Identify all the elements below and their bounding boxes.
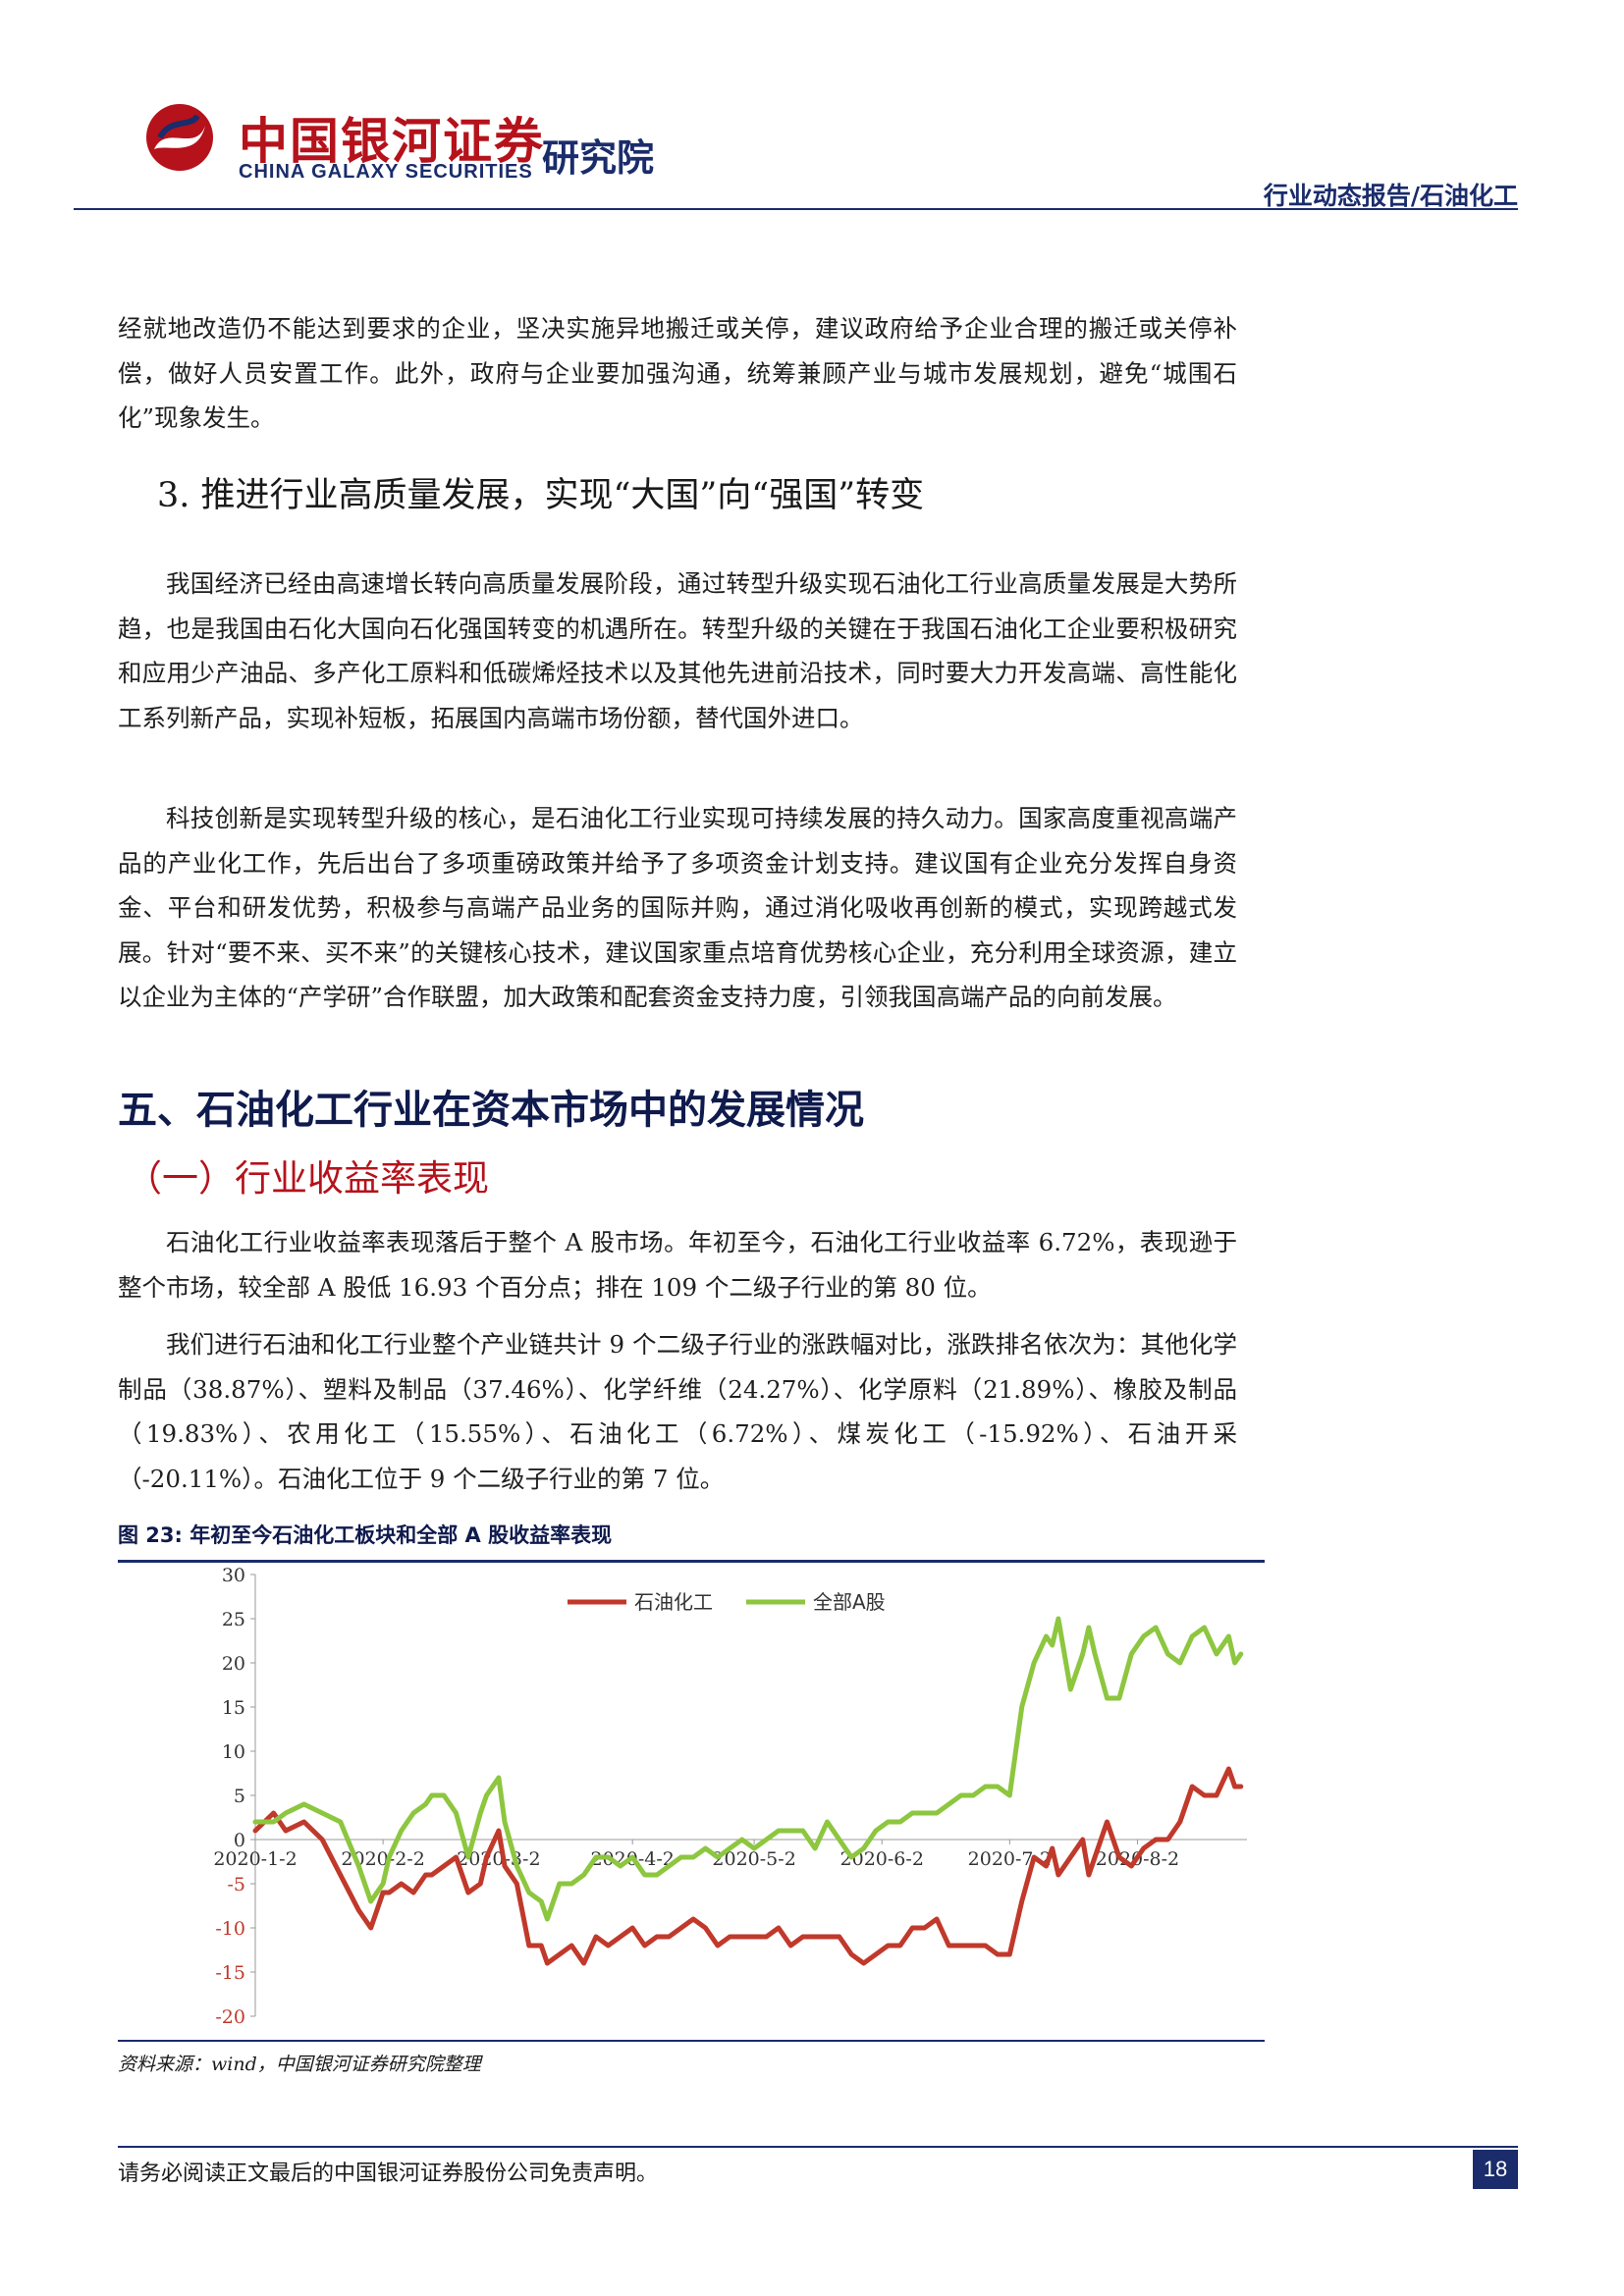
page-number: 18 (1473, 2150, 1518, 2189)
section-heading-3: 3. 推进行业高质量发展，实现“大国”向“强国”转变 (157, 476, 925, 515)
y-axis: 30 25 20 15 10 5 0 -5 -10 -15 -20 (215, 1565, 256, 2028)
y-tick-label: -10 (215, 1918, 245, 1940)
report-category: 行业动态报告/石油化工 (1263, 182, 1518, 210)
company-logo: 中国银河证券 CHINA GALAXY SECURITIES 研究院 (74, 77, 712, 194)
paragraph-ranking: 我们进行石油和化工行业整个产业链共计 9 个二级子行业的涨跌幅对比，涨跌排名依次… (118, 1330, 1237, 1493)
y-tick-label: 10 (222, 1741, 245, 1763)
y-tick-label: 25 (222, 1609, 245, 1630)
paragraph-innovation: 科技创新是实现转型升级的核心，是石油化工行业实现可持续发展的持久动力。国家高度重… (118, 804, 1237, 1011)
figure-bottom-rule (118, 2040, 1265, 2042)
y-tick-label: 5 (234, 1786, 245, 1807)
x-tick-label: 2020-3-2 (457, 1848, 540, 1870)
y-tick-label: -15 (215, 1962, 245, 1984)
series-line-petrochem (252, 1766, 1244, 1966)
series-line-all-a-share (252, 1616, 1244, 1922)
figure-top-rule (118, 1560, 1265, 1563)
paragraph-intro: 经就地改造仍不能达到要求的企业，坚决实施异地搬迁或关停，建议政府给予企业合理的搬… (118, 314, 1237, 432)
chapter-heading: 五、石油化工行业在资本市场中的发展情况 (118, 1088, 864, 1133)
y-tick-label: -20 (215, 2006, 245, 2028)
y-tick-label: 15 (222, 1697, 245, 1719)
legend-label: 全部A股 (813, 1590, 886, 1614)
brand-department: 研究院 (542, 136, 655, 180)
x-tick-label: 2020-6-2 (840, 1848, 924, 1870)
legend-label: 石油化工 (634, 1590, 713, 1614)
y-tick-label: -5 (227, 1874, 245, 1896)
paragraph-quality: 我国经济已经由高速增长转向高质量发展阶段，通过转型升级实现石油化工行业高质量发展… (118, 569, 1237, 732)
figure-source: 资料来源：wind，中国银河证券研究院整理 (118, 2054, 481, 2075)
footer-disclaimer: 请务必阅读正文最后的中国银河证券股份公司免责声明。 (118, 2162, 659, 2186)
x-tick-label: 2020-2-2 (341, 1848, 424, 1870)
header-divider (74, 208, 1518, 210)
return-line-chart: 30 25 20 15 10 5 0 -5 -10 -15 -20 2020-1-2 2020-2-2… (213, 1565, 1247, 2028)
y-tick-label: 20 (222, 1653, 245, 1675)
y-tick-label: 0 (234, 1830, 245, 1851)
brand-chinese-name: 中国银河证券 (239, 113, 545, 170)
subsection-heading: （一）行业收益率表现 (126, 1157, 489, 1200)
x-tick-label: 2020-5-2 (712, 1848, 795, 1870)
brand-english-name: CHINA GALAXY SECURITIES (239, 161, 533, 183)
paragraph-return: 石油化工行业收益率表现落后于整个 A 股市场。年初至今，石油化工行业收益率 6.… (118, 1228, 1237, 1302)
series-group (252, 1616, 1244, 1966)
figure-caption: 图 23: 年初至今石油化工板块和全部 A 股收益率表现 (118, 1523, 613, 1547)
y-tick-label: 30 (222, 1565, 245, 1586)
galaxy-swirl-icon (146, 104, 213, 171)
x-tick-label: 2020-1-2 (213, 1848, 297, 1870)
chart-legend: 石油化工 全部A股 (568, 1590, 886, 1614)
footer-divider (118, 2146, 1518, 2148)
